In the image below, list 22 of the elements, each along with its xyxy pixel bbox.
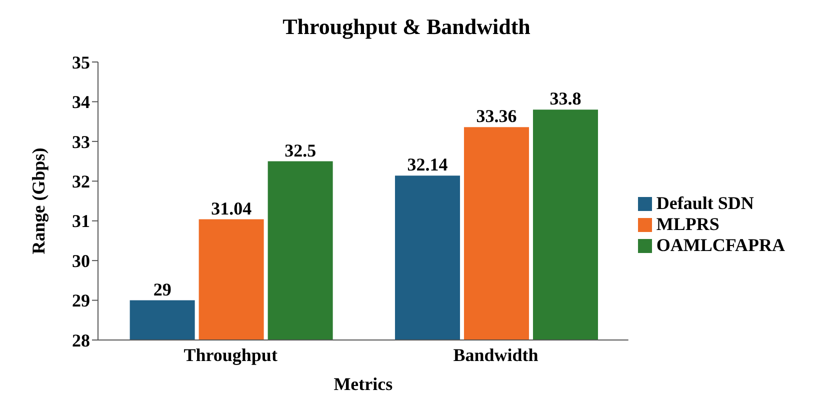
y-tick-label: 28 [72,330,90,350]
data-label: 29 [153,279,172,300]
y-tick-label: 33 [72,132,90,152]
data-label: 32.14 [407,154,448,175]
y-tick-label: 34 [72,92,90,112]
y-axis-title: Range (Gbps) [28,148,48,254]
legend-label: OAMLCFAPRA [656,234,785,254]
x-axis-title: Metrics [334,374,393,394]
x-tick-label: Bandwidth [453,344,538,365]
y-tick-label: 29 [72,290,90,311]
chart-title: Throughput & Bandwidth [282,13,532,41]
y-tick-label: 32 [72,172,90,192]
y-tick-label: 30 [72,250,90,271]
legend-label: MLPRS [656,214,720,234]
data-label: 33.36 [476,106,517,126]
data-label: 32.5 [284,140,316,160]
y-tick-label: 35 [72,52,90,72]
legend-label: Default SDN [656,192,754,212]
x-tick-label: Throughput [184,344,278,365]
y-tick-label: 31 [72,211,90,232]
data-label: 31.04 [211,198,252,218]
data-label: 33.8 [550,88,582,109]
